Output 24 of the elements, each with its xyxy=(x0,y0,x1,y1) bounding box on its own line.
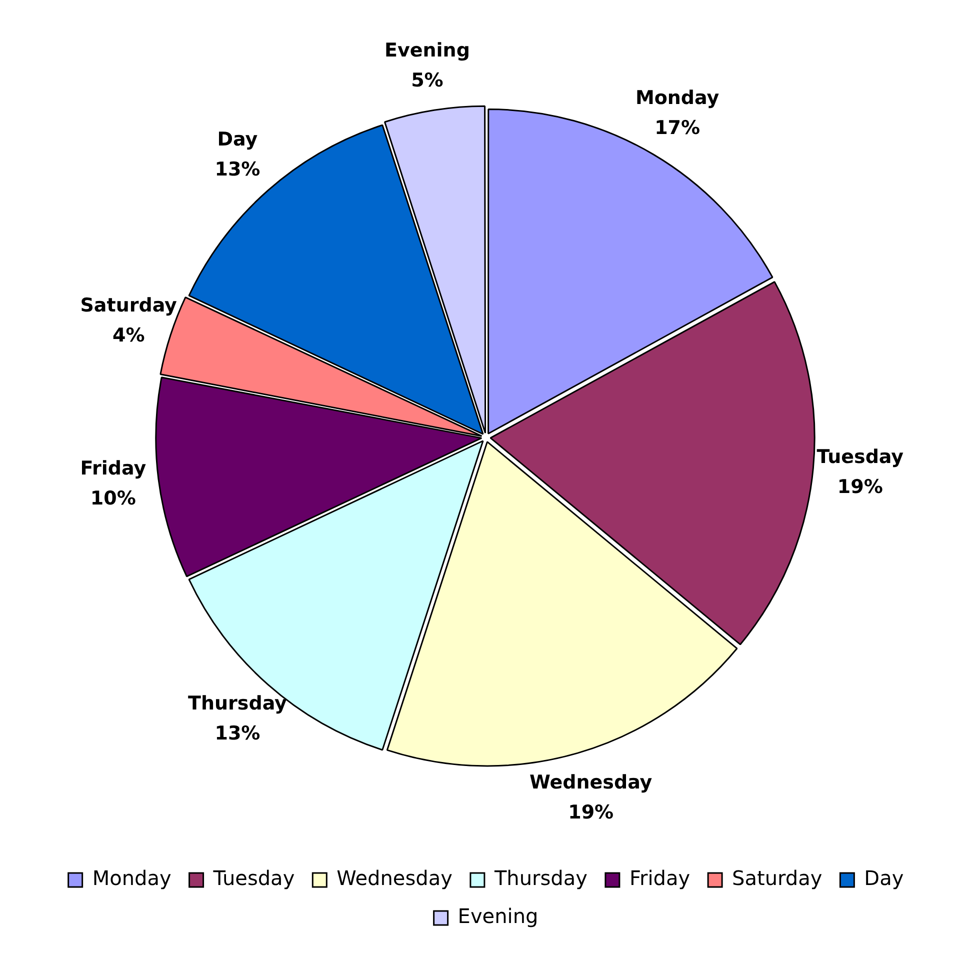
legend-label: Thursday xyxy=(493,866,588,890)
data-label: 5% xyxy=(411,69,444,92)
legend-label: Tuesday xyxy=(212,866,295,890)
data-label: 4% xyxy=(112,324,145,346)
slice-label: Day xyxy=(217,128,258,151)
legend-label: Friday xyxy=(629,866,690,890)
slice-label: Saturday xyxy=(80,294,178,316)
data-label: 10% xyxy=(90,488,136,510)
data-label: 17% xyxy=(654,116,700,139)
legend-label: Monday xyxy=(92,866,172,890)
legend-label: Saturday xyxy=(732,866,822,890)
slice-label: Evening xyxy=(384,39,470,62)
legend-label: Day xyxy=(864,866,904,890)
data-label: 19% xyxy=(837,476,883,498)
slice-label: Monday xyxy=(635,86,720,109)
data-label: 13% xyxy=(214,722,260,744)
slice-label: Friday xyxy=(80,458,147,480)
legend-label: Wednesday xyxy=(336,866,453,890)
legend-label: Evening xyxy=(458,904,538,928)
slice-label: Tuesday xyxy=(816,446,904,468)
slice-label: Thursday xyxy=(188,692,288,714)
data-label: 13% xyxy=(214,158,260,181)
data-label: 19% xyxy=(568,801,614,824)
slice-label: Wednesday xyxy=(529,771,653,794)
